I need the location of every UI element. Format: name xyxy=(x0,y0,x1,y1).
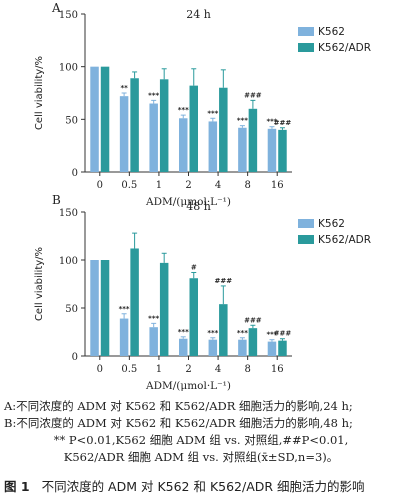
bar-k562-adr xyxy=(130,248,139,356)
bar-k562-adr xyxy=(278,129,287,172)
legend-swatch-k562 xyxy=(298,219,314,228)
bar-k562-adr xyxy=(100,260,110,356)
figure-title: 图 1 不同浓度的 ADM 对 K562 和 K562/ADR 细胞活力的影响 xyxy=(4,476,402,495)
bar-k562-adr xyxy=(189,278,198,356)
bar-k562 xyxy=(238,127,247,172)
significance-label: ### xyxy=(215,277,233,285)
significance-label: ### xyxy=(274,119,292,127)
bar-k562 xyxy=(90,66,99,172)
significance-label: *** xyxy=(207,109,218,117)
bar-k562 xyxy=(119,96,129,172)
legend-swatch-k562-adr xyxy=(298,235,314,244)
bar-k562-adr xyxy=(189,85,198,172)
figure: A 24 h 0 50 100 150 Cell viability/% 0 0.5 ** 1 ***… xyxy=(34,1,371,392)
significance-label: *** xyxy=(148,314,159,322)
y-axis-label: Cell viability/% xyxy=(34,56,45,130)
panel-label: A xyxy=(51,1,61,15)
bar-k562-adr xyxy=(219,87,228,172)
bar-k562-adr xyxy=(130,78,139,172)
legend-label-k562-adr: K562/ADR xyxy=(318,234,371,246)
x-tick-label: 0.5 xyxy=(121,180,137,191)
caption-line-1: A:不同浓度的 ADM 对 K562 和 K562/ADR 细胞活力的影响,24… xyxy=(4,399,353,413)
figure-number: 图 1 xyxy=(4,479,30,494)
y-tick-label: 0 xyxy=(72,352,78,363)
significance-label: *** xyxy=(266,118,277,126)
y-tick-label: 100 xyxy=(59,63,78,74)
y-tick-label: 50 xyxy=(65,115,78,126)
x-tick-label: 8 xyxy=(244,180,250,191)
figure-title-text: 不同浓度的 ADM 对 K562 和 K562/ADR 细胞活力的影响 xyxy=(41,479,365,494)
bar-k562-adr xyxy=(159,79,169,172)
chart-title: 48 h xyxy=(186,200,211,213)
significance-label: *** xyxy=(178,328,189,336)
bar-k562 xyxy=(238,339,247,356)
x-tick-label: 4 xyxy=(215,364,221,375)
significance-label: *** xyxy=(237,329,248,337)
bar-k562 xyxy=(90,260,99,356)
y-tick-label: 50 xyxy=(65,304,78,315)
chart-title: 24 h xyxy=(186,8,211,21)
y-tick-label: 0 xyxy=(72,168,78,179)
x-tick-label: 8 xyxy=(244,364,250,375)
bar-k562 xyxy=(149,103,158,172)
bar-k562 xyxy=(208,121,218,172)
bar-k562-adr xyxy=(248,108,258,172)
bar-k562-adr xyxy=(100,66,110,172)
bar-k562-adr xyxy=(278,340,287,356)
y-tick-label: 150 xyxy=(59,10,78,21)
caption-line-4: K562/ADR 细胞 ADM 组 vs. 对照组(x̄±SD,n=3)。 xyxy=(63,450,339,464)
x-tick-label: 0 xyxy=(97,364,103,375)
bar-k562-adr xyxy=(219,304,228,356)
x-tick-label: 16 xyxy=(271,364,284,375)
significance-label: *** xyxy=(237,117,248,125)
bar-k562 xyxy=(149,327,158,356)
bar-k562 xyxy=(208,339,218,356)
significance-label: ### xyxy=(244,91,262,99)
y-tick-label: 100 xyxy=(59,256,78,267)
significance-label: *** xyxy=(178,106,189,114)
caption-line-3: ** P<0.01,K562 细胞 ADM 组 vs. 对照组,##P<0.01… xyxy=(53,433,349,447)
caption-line-2: B:不同浓度的 ADM 对 K562 和 K562/ADR 细胞活力的影响,48… xyxy=(4,416,353,430)
significance-label: *** xyxy=(207,329,218,337)
legend-swatch-k562-adr xyxy=(298,43,314,52)
x-axis-label: ADM/(μmol·L⁻¹) xyxy=(145,196,231,208)
significance-label: ### xyxy=(244,316,262,324)
y-tick-label: 150 xyxy=(59,208,78,219)
y-axis-label: Cell viability/% xyxy=(34,247,45,321)
x-tick-label: 0.5 xyxy=(121,364,137,375)
bar-k562-adr xyxy=(248,328,258,356)
bar-k562-adr xyxy=(159,262,169,356)
legend-label-k562-adr: K562/ADR xyxy=(318,42,371,54)
x-axis-label: ADM/(μmol·L⁻¹) xyxy=(145,380,231,392)
panel-label: B xyxy=(52,193,61,207)
significance-label: *** xyxy=(119,305,130,313)
significance-label: *** xyxy=(266,331,277,339)
bar-k562 xyxy=(267,341,277,356)
x-tick-label: 4 xyxy=(215,180,221,191)
x-tick-label: 16 xyxy=(271,180,284,191)
bar-k562 xyxy=(179,338,188,356)
significance-label: *** xyxy=(148,91,159,99)
bar-k562 xyxy=(119,318,129,356)
x-tick-label: 2 xyxy=(185,364,191,375)
legend-label-k562: K562 xyxy=(318,26,345,38)
bar-k562 xyxy=(267,128,277,172)
x-tick-label: 1 xyxy=(156,364,162,375)
x-tick-label: 0 xyxy=(97,180,103,191)
legend-label-k562: K562 xyxy=(318,218,345,230)
x-tick-label: 1 xyxy=(156,180,162,191)
significance-label: ### xyxy=(274,330,292,338)
x-tick-label: 2 xyxy=(185,180,191,191)
significance-label: ** xyxy=(120,84,128,92)
bar-k562 xyxy=(179,118,188,172)
significance-label: # xyxy=(191,263,197,271)
legend-swatch-k562 xyxy=(298,27,314,36)
